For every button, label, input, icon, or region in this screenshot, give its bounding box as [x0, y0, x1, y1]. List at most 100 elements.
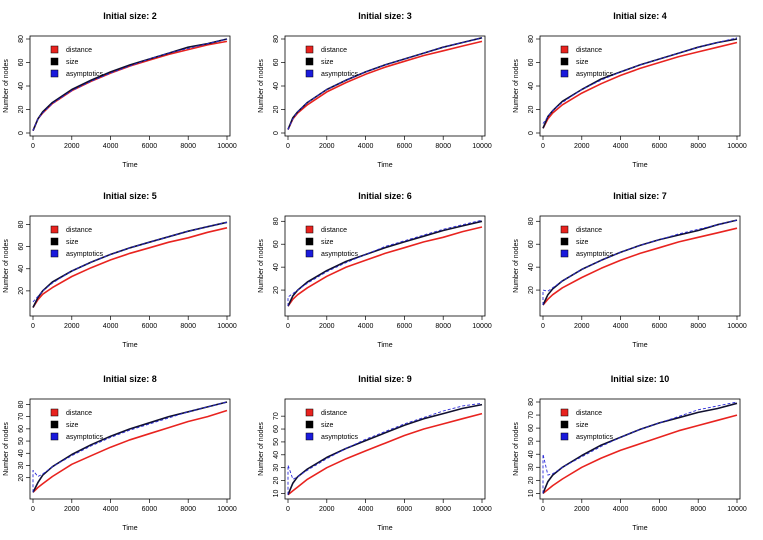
y-tick-label: 70: [18, 413, 25, 421]
x-tick-label: 4000: [103, 143, 119, 150]
x-tick-label: 8000: [690, 143, 706, 150]
plot-frame: [29, 35, 231, 137]
legend-label-size: size: [66, 422, 79, 429]
y-tick-label: 40: [18, 82, 25, 90]
chart-title: Initial size: 7: [613, 191, 667, 201]
chart-panel-7: Initial size: 8 0 2000 4000 6000 8000 10000 Tim…: [3, 374, 237, 532]
y-tick-label: 70: [273, 412, 280, 420]
y-tick-label: 20: [273, 477, 280, 485]
x-tick-label: 10000: [472, 143, 492, 150]
x-tick-label: 8000: [690, 323, 706, 330]
legend-label-asymptotics: asymptotics: [321, 251, 358, 258]
legend-swatch-distance: [560, 45, 569, 54]
legend-label-size: size: [66, 239, 79, 246]
y-tick-label: 50: [528, 437, 535, 445]
y-tick-label: 20: [18, 106, 25, 114]
legend-swatch-size: [50, 420, 59, 429]
legend-label-size: size: [576, 422, 589, 429]
x-tick-label: 0: [31, 323, 35, 330]
series-line-distance: [32, 40, 228, 132]
legend-swatch-distance: [50, 45, 59, 54]
x-tick-label: 2000: [574, 506, 590, 513]
x-tick-label: 2000: [319, 323, 335, 330]
x-tick-label: 10000: [727, 323, 747, 330]
chart-title: Initial size: 4: [613, 11, 667, 21]
x-tick-label: 6000: [142, 143, 158, 150]
x-tick-label: 2000: [319, 506, 335, 513]
x-tick-label: 10000: [217, 323, 237, 330]
series-line-distance: [32, 409, 228, 493]
legend-swatch-asymptotics: [560, 69, 569, 78]
y-tick-label: 10: [528, 489, 535, 497]
x-tick-label: 8000: [690, 506, 706, 513]
legend-label-size: size: [321, 59, 334, 66]
chart-title: Initial size: 10: [611, 374, 670, 384]
legend-label-distance: distance: [321, 410, 347, 417]
chart-panel-6: Initial size: 7 0 2000 4000 6000 8000 10000 Tim…: [513, 191, 747, 349]
chart-title: Initial size: 5: [103, 191, 157, 201]
x-axis-label: Time: [632, 162, 647, 169]
legend-label-size: size: [66, 59, 79, 66]
x-tick-label: 6000: [397, 323, 413, 330]
series-line-asymptotics: [32, 401, 228, 493]
y-tick-label: 60: [18, 243, 25, 251]
legend-label-distance: distance: [321, 227, 347, 234]
x-tick-label: 6000: [142, 323, 158, 330]
x-tick-label: 4000: [358, 143, 374, 150]
plot-frame: [284, 215, 486, 317]
series-line-distance: [542, 414, 738, 495]
series-line-asymptotics: [287, 37, 483, 130]
series-line-distance: [287, 40, 483, 130]
x-tick-label: 2000: [574, 323, 590, 330]
y-tick-label: 60: [18, 425, 25, 433]
chart-panel-8: Initial size: 9 0 2000 4000 6000 8000 10000 Tim…: [258, 374, 492, 532]
y-axis-label: Number of nodes: [3, 239, 10, 293]
y-tick-label: 80: [528, 398, 535, 406]
y-tick-label: 0: [528, 131, 535, 135]
y-tick-label: 60: [273, 240, 280, 248]
x-tick-label: 10000: [217, 143, 237, 150]
plot-frame: [539, 215, 741, 317]
series-line-asymptotics: [32, 221, 228, 303]
y-tick-label: 0: [18, 131, 25, 135]
y-tick-label: 80: [18, 400, 25, 408]
series-line-asymptotics: [287, 402, 483, 495]
x-tick-label: 10000: [727, 506, 747, 513]
chart-panel-2: Initial size: 3 0 2000 4000 6000 8000 10000 Tim…: [258, 11, 492, 169]
y-tick-label: 20: [528, 476, 535, 484]
y-tick-label: 50: [18, 437, 25, 445]
y-tick-label: 40: [528, 82, 535, 90]
series-line-size: [542, 402, 738, 494]
legend-swatch-distance: [305, 45, 314, 54]
chart-panel-4: Initial size: 5 0 2000 4000 6000 8000 10000 Tim…: [3, 191, 237, 349]
y-tick-label: 50: [273, 438, 280, 446]
legend-swatch-asymptotics: [305, 249, 314, 258]
x-tick-label: 4000: [358, 506, 374, 513]
y-tick-label: 40: [273, 451, 280, 459]
x-tick-label: 0: [541, 323, 545, 330]
chart-panel-9: Initial size: 10 0 2000 4000 6000 8000 10000 Ti…: [513, 374, 747, 532]
x-tick-label: 0: [541, 143, 545, 150]
y-tick-label: 40: [273, 82, 280, 90]
legend-swatch-size: [305, 237, 314, 246]
series-line-asymptotics: [542, 401, 738, 494]
x-axis-label: Time: [122, 525, 137, 532]
legend-swatch-distance: [560, 408, 569, 417]
legend-swatch-distance: [305, 225, 314, 234]
y-tick-label: 30: [528, 463, 535, 471]
legend-swatch-asymptotics: [560, 432, 569, 441]
x-tick-label: 2000: [319, 143, 335, 150]
x-tick-label: 0: [31, 506, 35, 513]
y-tick-label: 20: [528, 106, 535, 114]
legend-swatch-asymptotics: [50, 432, 59, 441]
x-tick-label: 0: [541, 506, 545, 513]
x-tick-label: 8000: [435, 143, 451, 150]
y-tick-label: 30: [18, 461, 25, 469]
y-tick-label: 80: [273, 217, 280, 225]
y-tick-label: 40: [18, 449, 25, 457]
x-axis-label: Time: [377, 525, 392, 532]
chart-panel-3: Initial size: 4 0 2000 4000 6000 8000 10000 Tim…: [513, 11, 747, 169]
legend-swatch-size: [305, 57, 314, 66]
series-line-distance: [287, 226, 483, 307]
